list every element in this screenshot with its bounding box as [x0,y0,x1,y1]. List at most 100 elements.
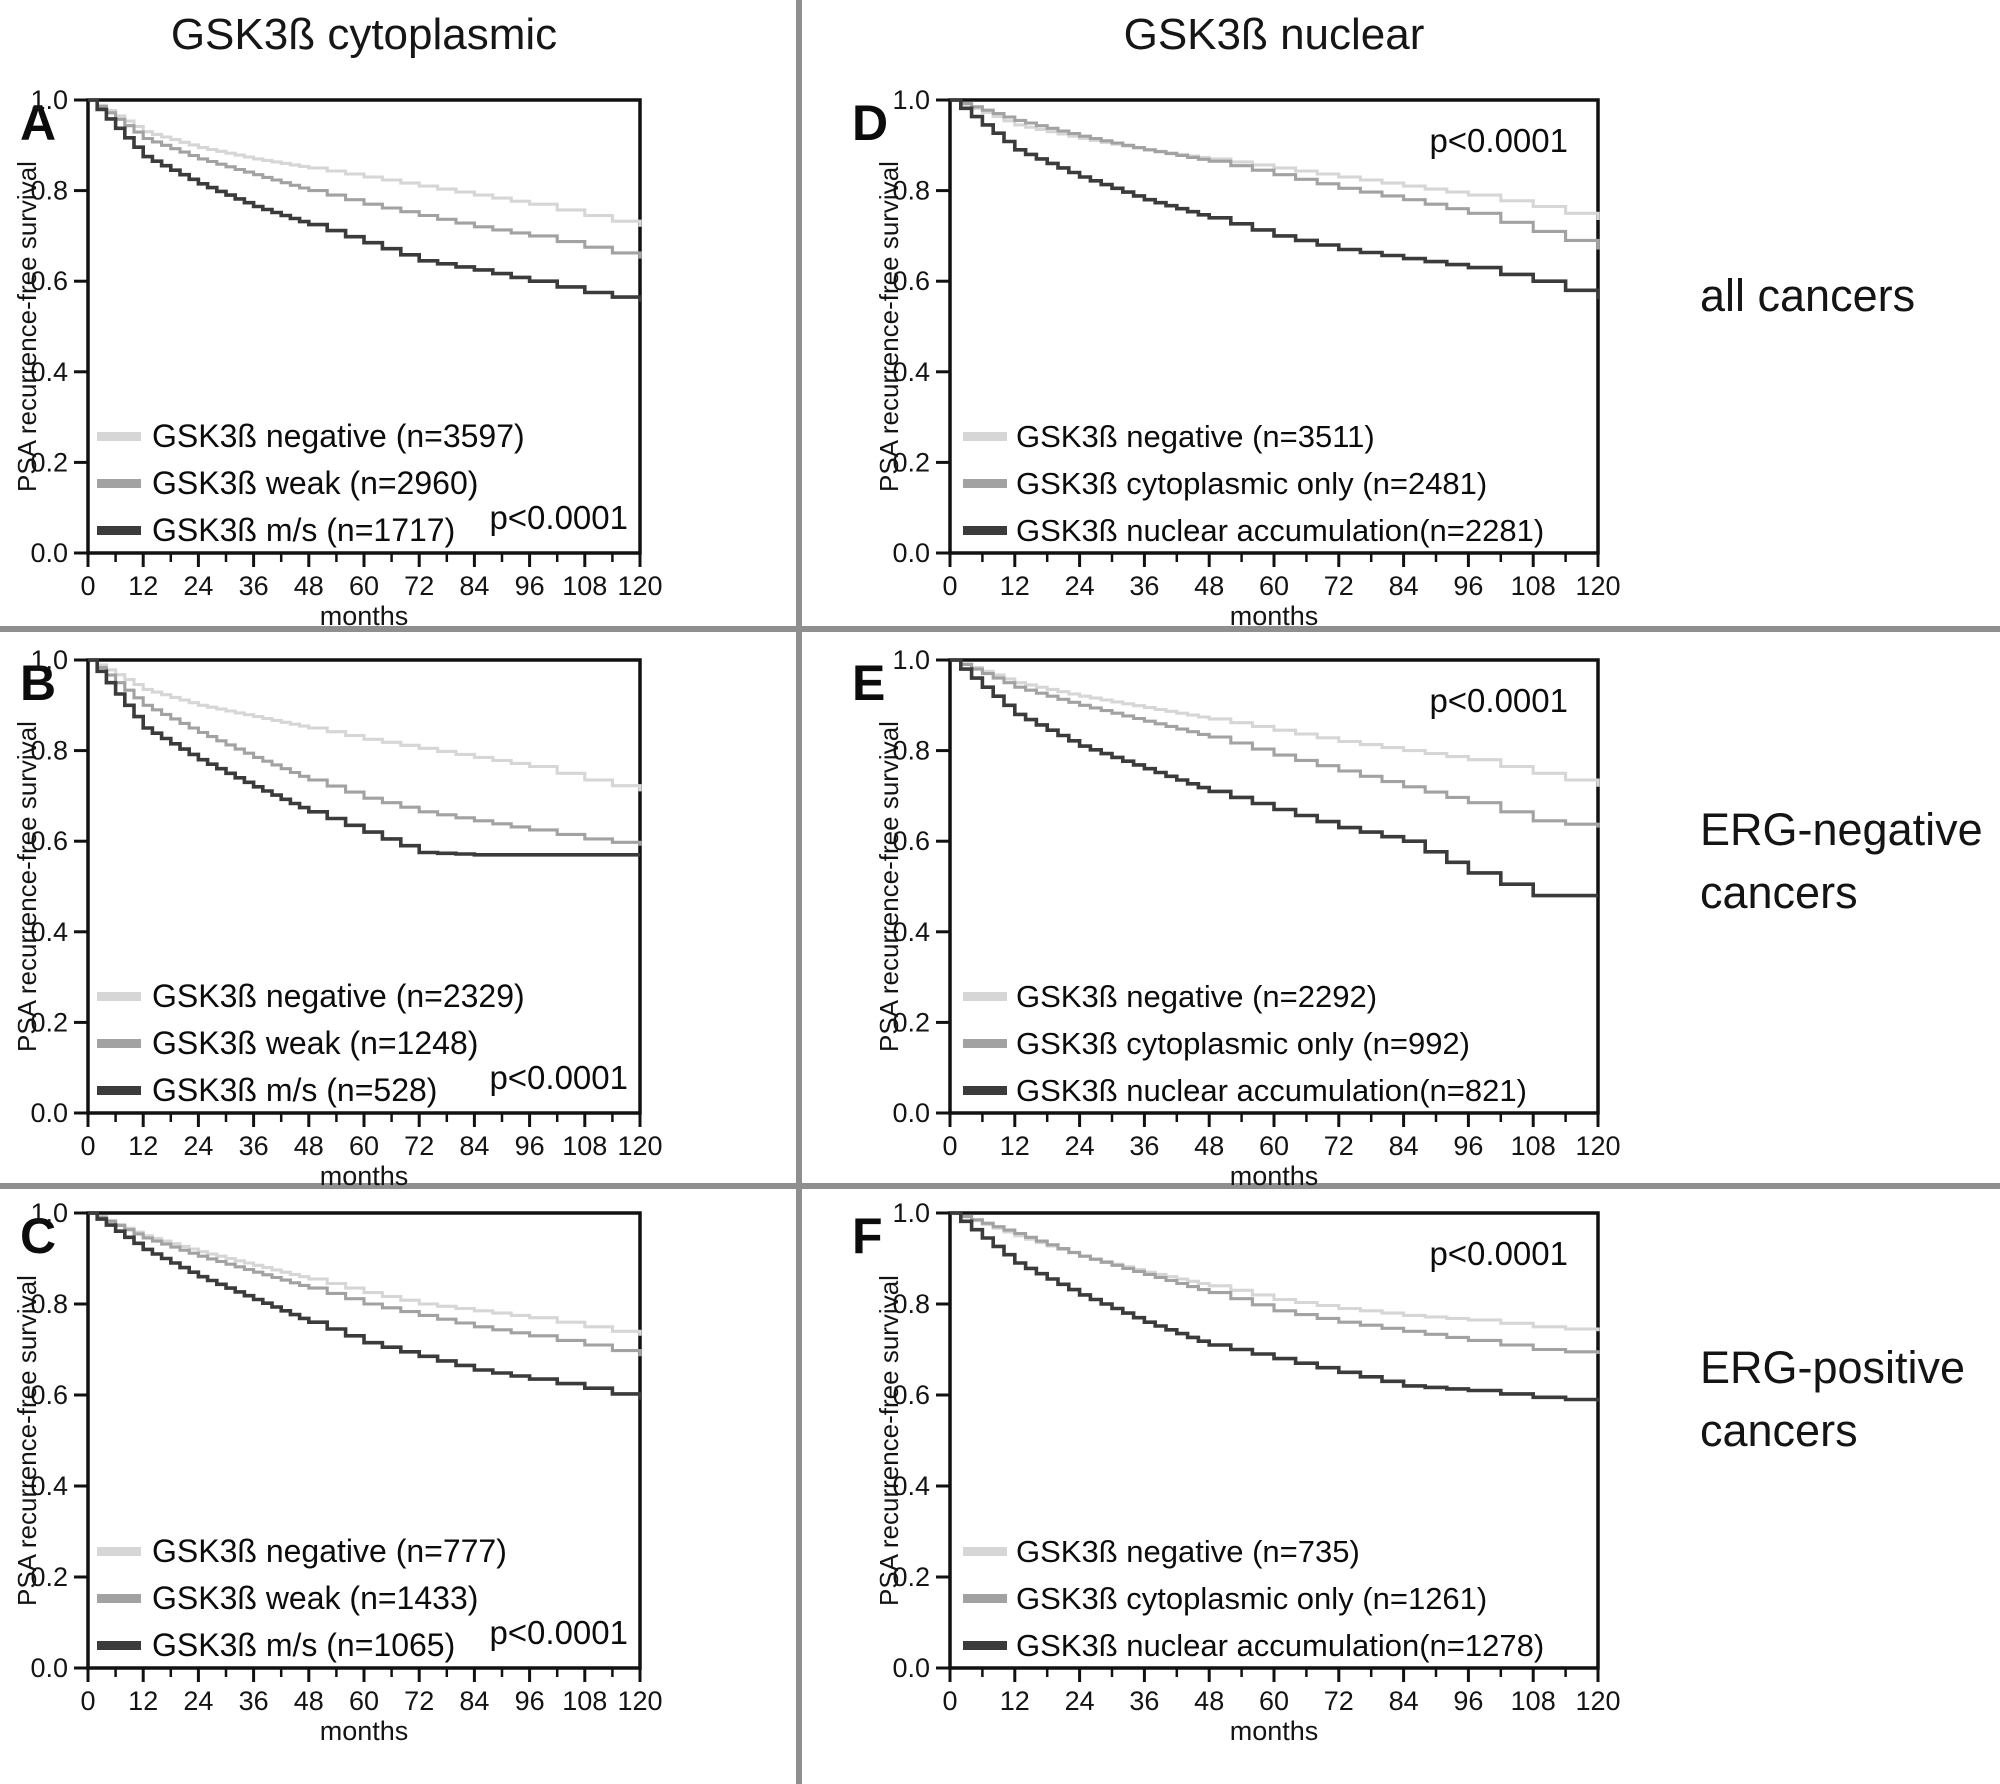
x-tick-label: 72 [404,1686,434,1716]
legend-label: GSK3ß negative (n=735) [1016,1534,1360,1569]
x-axis-label: months [1230,1716,1319,1746]
y-tick-label: 0.0 [892,1098,930,1128]
x-axis-label: months [320,1716,409,1746]
km-curve [88,658,642,792]
x-tick-label: 48 [294,1686,324,1716]
y-tick-label: 1.0 [892,85,930,115]
legend-label: GSK3ß negative (n=2329) [152,978,525,1014]
x-tick-label: 60 [1259,571,1289,601]
legend-label: GSK3ß m/s (n=528) [152,1072,437,1108]
y-tick-label: 0.6 [892,266,930,296]
y-tick-label: 1.0 [30,645,68,675]
y-tick-label: 0.2 [30,447,68,477]
legend-swatch [97,1641,141,1650]
legend-swatch [963,1547,1007,1556]
x-tick-label: 120 [1575,571,1620,601]
y-tick-label: 0.4 [30,1471,68,1501]
x-tick-label: 12 [1000,571,1030,601]
x-tick-label: 12 [128,571,158,601]
x-tick-label: 84 [459,571,489,601]
x-tick-label: 24 [183,1686,213,1716]
y-axis-label: PSA recurrence-free survival [12,1275,42,1606]
panel-letter: B [20,655,56,711]
km-curve [88,1211,642,1357]
y-tick-label: 0.2 [892,1007,930,1037]
legend-label: GSK3ß cytoplasmic only (n=2481) [1016,466,1487,501]
y-tick-label: 0.6 [892,1380,930,1410]
legend-label: GSK3ß weak (n=2960) [152,465,478,501]
x-tick-label: 12 [1000,1686,1030,1716]
y-tick-label: 0.4 [892,917,930,947]
x-axis-label: months [1230,1161,1319,1191]
panel-B: B1.0 0.8 0.6 0.4 0.2 0.0 0 12 24 36 48 60 72 84 96 108 1… [12,645,663,1191]
y-tick-label: 0.0 [30,538,68,568]
y-tick-label: 0.6 [30,826,68,856]
legend-label: GSK3ß nuclear accumulation(n=821) [1016,1073,1527,1108]
legend-swatch [97,526,141,535]
panel-letter: C [20,1208,56,1264]
x-tick-label: 84 [459,1686,489,1716]
x-tick-label: 72 [1324,1131,1354,1161]
x-tick-label: 120 [1575,1131,1620,1161]
divider-horizontal-1 [0,626,2000,632]
y-axis-label: PSA recurrence-free survival [874,1275,904,1606]
legend-swatch [97,1086,141,1095]
legend-label: GSK3ß nuclear accumulation(n=2281) [1016,513,1544,548]
y-tick-label: 0.0 [892,1653,930,1683]
p-value: p<0.0001 [1429,122,1568,159]
x-tick-label: 36 [239,571,269,601]
x-tick-label: 24 [1065,1686,1095,1716]
y-tick-label: 0.8 [892,736,930,766]
x-tick-label: 60 [1259,1131,1289,1161]
x-tick-label: 72 [404,571,434,601]
x-tick-label: 96 [1453,571,1483,601]
y-tick-label: 1.0 [30,85,68,115]
column-title-nuclear: GSK3ß nuclear [1123,10,1425,59]
row-label-erg-negative: ERG-negative cancers [1700,804,1983,918]
panel-A: A1.0 0.8 0.6 0.4 0.2 0.0 0 12 24 36 48 60 72 84 96 108 1… [12,85,663,631]
x-tick-label: 0 [942,571,957,601]
x-tick-label: 48 [1194,571,1224,601]
x-tick-label: 12 [1000,1131,1030,1161]
x-tick-label: 0 [80,1131,95,1161]
y-tick-label: 0.6 [30,266,68,296]
x-tick-label: 0 [80,1686,95,1716]
x-axis-label: months [320,1161,409,1191]
x-tick-label: 48 [294,1131,324,1161]
x-tick-label: 24 [1065,1131,1095,1161]
panel-E: E 1.0 0.8 0.6 0.4 0.2 0.0 0 12 24 36 48 60 72 84 96 108 1… [852,645,1621,1191]
x-tick-label: 108 [1511,571,1556,601]
x-tick-label: 60 [349,571,379,601]
x-tick-label: 84 [1389,1686,1419,1716]
x-tick-label: 24 [183,571,213,601]
y-tick-label: 0.8 [892,1289,930,1319]
legend-swatch [97,432,141,441]
y-axis-label: PSA recurrence-free survival [12,161,42,492]
divider-vertical [796,0,802,1784]
legend-swatch [963,526,1007,535]
legend-swatch [97,992,141,1001]
y-tick-label: 0.0 [892,538,930,568]
p-value: p<0.0001 [1429,682,1568,719]
legend-label: GSK3ß nuclear accumulation(n=1278) [1016,1628,1544,1663]
row-label-erg-positive: ERG-positive cancers [1700,1342,1966,1456]
km-curve [88,658,640,857]
x-tick-label: 48 [294,571,324,601]
legend-label: GSK3ß cytoplasmic only (n=992) [1016,1026,1470,1061]
km-curve [88,658,642,846]
y-tick-label: 0.4 [892,357,930,387]
x-tick-label: 84 [459,1131,489,1161]
panel-F: F 1.0 0.8 0.6 0.4 0.2 0.0 0 12 24 36 48 60 72 84 96 108 1… [852,1198,1621,1746]
x-tick-label: 72 [404,1131,434,1161]
x-tick-label: 60 [349,1131,379,1161]
legend-swatch [963,1641,1007,1650]
x-tick-label: 120 [617,1686,662,1716]
x-tick-label: 96 [1453,1131,1483,1161]
x-tick-label: 36 [1129,1131,1159,1161]
y-tick-label: 0.6 [30,1380,68,1410]
panel-C: C1.0 0.8 0.6 0.4 0.2 0.0 0 12 24 36 48 60 72 84 96 108 1… [12,1198,663,1746]
km-curve [950,1211,1600,1402]
divider-horizontal-2 [0,1183,2000,1189]
x-tick-label: 120 [617,1131,662,1161]
x-tick-label: 60 [1259,1686,1289,1716]
